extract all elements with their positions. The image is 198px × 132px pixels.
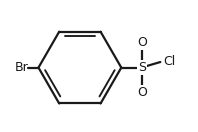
Text: O: O	[137, 36, 147, 49]
Text: S: S	[138, 61, 146, 74]
Text: O: O	[137, 86, 147, 99]
Text: Cl: Cl	[164, 55, 176, 68]
Text: Br: Br	[14, 61, 28, 74]
